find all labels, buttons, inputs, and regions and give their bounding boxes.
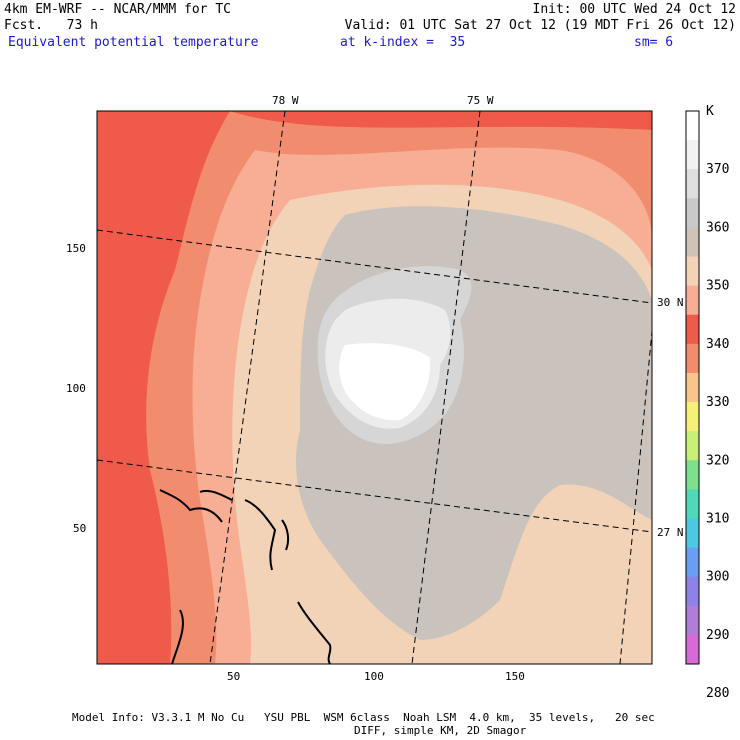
field-name: Equivalent potential temperature bbox=[8, 35, 259, 50]
coastlines bbox=[159, 489, 332, 664]
colorbar: 370 360 350 340 330 320 310 300 290 280 bbox=[685, 110, 729, 701]
colorbar-swatch bbox=[686, 460, 699, 490]
theta-e-field bbox=[97, 111, 652, 664]
colorbar-swatch bbox=[686, 343, 699, 374]
forecast-hour: Fcst. 73 h bbox=[4, 18, 98, 33]
x-tick-50: 50 bbox=[227, 670, 240, 683]
footer-diffusion: DIFF, simple KM, 2D Smagor bbox=[354, 724, 527, 737]
valid-time: Valid: 01 UTC Sat 27 Oct 12 (19 MDT Fri … bbox=[344, 18, 736, 33]
colorbar-swatch bbox=[686, 605, 699, 636]
parallel-30n bbox=[97, 229, 652, 304]
model-title: 4km EM-WRF -- NCAR/MMM for TC bbox=[4, 2, 231, 17]
colorbar-swatch bbox=[686, 111, 699, 141]
colorbar-swatch bbox=[686, 227, 699, 258]
colorbar-swatch bbox=[686, 372, 699, 403]
lat-label-30n: 30 N bbox=[657, 296, 684, 309]
x-tick-100: 100 bbox=[364, 670, 384, 683]
init-time: Init: 00 UTC Wed 24 Oct 12 bbox=[532, 2, 737, 17]
colorbar-label: 350 bbox=[706, 279, 729, 294]
lat-lon-grid bbox=[97, 111, 652, 664]
footer-model-info: Model Info: V3.3.1 M No Cu YSU PBL WSM 6… bbox=[72, 711, 655, 724]
colorbar-swatch bbox=[686, 634, 699, 665]
colorbar-swatch bbox=[686, 140, 699, 170]
colorbar-label: 280 bbox=[706, 686, 729, 701]
colorbar-unit: K bbox=[706, 104, 714, 119]
colorbar-frame bbox=[685, 110, 700, 665]
k-index: at k-index = 35 bbox=[340, 35, 466, 50]
axis-labels: 78 W 75 W 30 N 27 N 150 100 50 50 100 15… bbox=[66, 94, 684, 683]
coastline-andros bbox=[171, 601, 332, 664]
colorbar-label: 310 bbox=[706, 511, 729, 526]
lat-label-27n: 27 N bbox=[657, 526, 684, 539]
coastline-eleuthera bbox=[244, 499, 290, 571]
y-tick-100: 100 bbox=[66, 382, 86, 395]
colorbar-label: 290 bbox=[706, 628, 729, 643]
y-tick-50: 50 bbox=[73, 522, 86, 535]
colorbar-swatch bbox=[686, 431, 699, 461]
colorbar-swatch bbox=[686, 198, 699, 228]
colorbar-swatch bbox=[686, 489, 699, 519]
smoothing: sm= 6 bbox=[634, 35, 674, 50]
colorbar-label: 370 bbox=[706, 162, 729, 177]
colorbar-swatch bbox=[686, 256, 699, 287]
colorbar-swatch bbox=[686, 285, 699, 316]
coastline-abaco bbox=[159, 489, 233, 523]
contour-375 bbox=[339, 343, 431, 421]
colorbar-label: 320 bbox=[706, 453, 729, 468]
colorbar-swatch bbox=[686, 314, 699, 345]
colorbar-label: 330 bbox=[706, 395, 729, 410]
colorbar-label: 360 bbox=[706, 220, 729, 235]
y-tick-150: 150 bbox=[66, 242, 86, 255]
colorbar-label: 300 bbox=[706, 570, 729, 585]
meridian-72w bbox=[619, 325, 652, 664]
meridian-78w bbox=[209, 111, 286, 664]
colorbar-label: 340 bbox=[706, 337, 729, 352]
meridian-75w bbox=[411, 111, 481, 664]
colorbar-swatch bbox=[686, 402, 699, 432]
parallel-27n bbox=[97, 459, 652, 533]
lon-label-75w: 75 W bbox=[467, 94, 494, 107]
colorbar-swatch bbox=[686, 547, 699, 578]
plot-frame bbox=[96, 110, 653, 665]
x-tick-150: 150 bbox=[505, 670, 525, 683]
colorbar-swatch bbox=[686, 576, 699, 607]
lon-label-78w: 78 W bbox=[272, 94, 299, 107]
colorbar-swatch bbox=[686, 169, 699, 199]
colorbar-swatch bbox=[686, 518, 699, 549]
